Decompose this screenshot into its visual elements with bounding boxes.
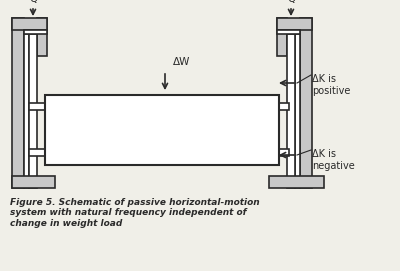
Bar <box>29 149 47 156</box>
Bar <box>277 18 312 30</box>
Text: Payload: Payload <box>138 124 186 137</box>
Text: ΔW: ΔW <box>173 57 190 67</box>
Bar <box>277 30 300 34</box>
Bar <box>37 18 47 56</box>
Bar <box>295 34 300 188</box>
Bar <box>29 103 47 110</box>
Bar <box>287 34 295 188</box>
Text: Q: Q <box>287 0 295 4</box>
Bar <box>29 34 37 188</box>
Bar <box>277 103 289 110</box>
Bar <box>269 176 324 188</box>
Bar <box>300 18 312 188</box>
Bar <box>24 30 47 34</box>
Text: Figure 5. Schematic of passive horizontal-motion
system with natural frequency i: Figure 5. Schematic of passive horizonta… <box>10 198 260 228</box>
Text: ΔK is
negative: ΔK is negative <box>312 149 355 171</box>
Bar <box>277 18 287 56</box>
Bar <box>12 18 47 30</box>
Bar <box>45 95 279 165</box>
Bar <box>12 18 24 188</box>
Bar <box>277 149 289 156</box>
Bar <box>24 34 29 188</box>
Text: Q: Q <box>29 0 37 4</box>
Text: ΔK is
positive: ΔK is positive <box>312 74 350 96</box>
Bar <box>12 176 55 188</box>
